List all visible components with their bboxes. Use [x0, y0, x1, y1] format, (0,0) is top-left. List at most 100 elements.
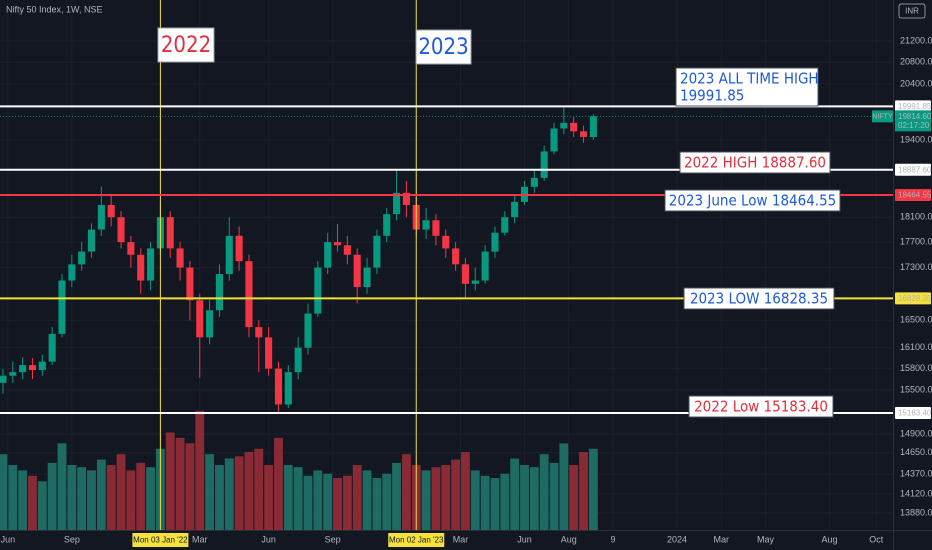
volume-bar	[96, 459, 106, 530]
candle-body	[78, 251, 86, 265]
candle-body	[68, 264, 76, 281]
y-tick-label: 16100.00	[900, 342, 932, 352]
volume-bar	[87, 470, 96, 530]
candle-body	[255, 327, 263, 338]
volume-bar	[283, 465, 293, 530]
candle-body	[461, 264, 469, 284]
volume-bar	[185, 443, 195, 530]
level-price-label: 19991.85	[898, 102, 932, 111]
last-price-label: 19814.60	[898, 112, 932, 121]
candle-body	[491, 232, 499, 252]
candle-body	[393, 192, 401, 215]
y-tick-label: 20400.00	[900, 78, 932, 88]
y-tick-label: 17700.00	[900, 236, 932, 246]
candle-body	[265, 337, 273, 369]
last-price-timer: 02:17:20	[898, 121, 930, 130]
candle-body	[333, 242, 342, 246]
volume-bar	[47, 462, 57, 530]
volume-bar	[500, 473, 510, 530]
annotation-text: 2022 Low 15183.40	[694, 398, 828, 416]
y-tick-label: 15500.00	[900, 384, 932, 394]
volume-bar	[0, 454, 8, 530]
candle-body	[137, 254, 145, 281]
annotation-text: 2023 LOW 16828.35	[690, 290, 828, 308]
volume-bar	[274, 437, 283, 530]
annotation-text: 2022 HIGH 18887.60	[684, 154, 826, 172]
candle-body	[274, 368, 283, 405]
volume-bar	[362, 470, 372, 530]
volume-bar	[441, 465, 451, 530]
volume-bar	[264, 465, 274, 530]
annotation-text: 19991.85	[680, 87, 744, 105]
x-tick-label: Mar	[453, 534, 469, 544]
currency[interactable]: INR	[905, 7, 919, 16]
volume-bar	[254, 448, 264, 530]
candle-body	[166, 217, 174, 249]
y-tick-label: 21200.00	[900, 35, 932, 45]
x-tick-label: Oct	[869, 534, 884, 544]
volume-bar	[136, 462, 146, 530]
candle-body	[452, 248, 460, 265]
volume-bar	[205, 454, 215, 530]
candle-body	[530, 177, 538, 187]
volume-bar	[195, 410, 205, 530]
candle-body	[511, 201, 519, 218]
candle-body	[176, 248, 184, 268]
annotation-text: 2023 June Low 18464.55	[669, 192, 837, 210]
year-label: 2023	[418, 35, 468, 60]
candle-body	[127, 242, 135, 255]
candle-body	[402, 192, 410, 205]
annotation-box	[679, 151, 831, 174]
candle-body	[304, 313, 312, 348]
volume-bar	[520, 465, 529, 530]
volume-bar	[470, 470, 480, 530]
volume-bar	[215, 465, 224, 530]
candle-body	[481, 251, 489, 281]
currency-box[interactable]	[898, 3, 926, 19]
volume-bar	[510, 458, 520, 530]
volume-bar	[18, 470, 28, 530]
x-tick-label: Jun	[261, 534, 276, 544]
y-tick-label: 16500.00	[900, 315, 932, 325]
candle-body	[196, 300, 204, 338]
candle-body	[19, 365, 27, 373]
volume-bar	[244, 452, 254, 530]
volume-bar	[569, 465, 579, 530]
y-tick-label: 14370.00	[900, 469, 932, 479]
volume-bar	[579, 452, 588, 530]
volume-bar	[549, 462, 559, 530]
volume-bar	[126, 470, 136, 530]
x-tick-label: May	[757, 534, 775, 544]
level-price-box	[895, 292, 931, 305]
volume-bar	[588, 448, 598, 530]
candle-body	[117, 217, 125, 243]
x-tick-label: Mar	[714, 534, 730, 544]
candle-body	[245, 261, 253, 328]
symbol-label: NIFTY	[872, 114, 893, 121]
candle-body	[373, 235, 381, 268]
volume-bar	[342, 475, 352, 530]
volume-bar	[323, 473, 333, 530]
volume-bar	[165, 432, 175, 530]
year-label: 2022	[161, 33, 211, 58]
candle-body	[442, 235, 450, 249]
date-label: Mon 03 Jan '22	[133, 536, 188, 545]
candle-body	[363, 267, 371, 288]
y-tick-label: 14900.00	[900, 428, 932, 438]
volume-bar	[352, 465, 362, 530]
y-tick-label: 17300.00	[900, 262, 932, 272]
x-tick-label: 2024	[667, 534, 687, 544]
candle-body	[206, 310, 214, 338]
year-box	[415, 29, 472, 65]
y-tick-label: 14120.00	[900, 488, 932, 498]
volume-bar	[146, 467, 155, 530]
volume-bar	[77, 467, 87, 530]
candle-body	[284, 372, 292, 405]
candle-body	[353, 254, 361, 288]
candle-body	[383, 214, 391, 236]
candle-body	[28, 365, 37, 371]
candle-body	[540, 151, 548, 178]
candle-body	[324, 242, 332, 268]
annotation-text: 2023 ALL TIME HIGH	[680, 70, 819, 88]
